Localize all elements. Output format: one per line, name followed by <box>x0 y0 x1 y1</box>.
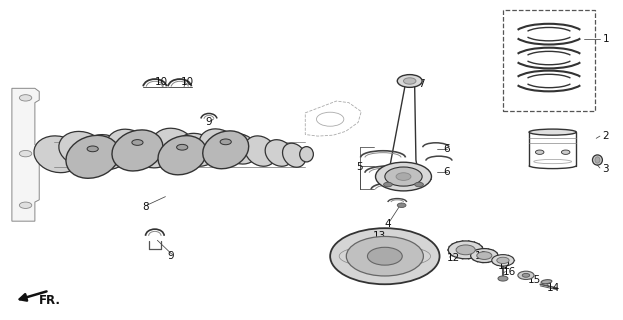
Text: 9: 9 <box>206 117 212 127</box>
Circle shape <box>368 247 402 265</box>
Circle shape <box>492 255 514 266</box>
Ellipse shape <box>245 136 277 166</box>
Circle shape <box>396 173 411 180</box>
Text: 6: 6 <box>444 145 450 155</box>
Text: 1: 1 <box>602 34 609 44</box>
Ellipse shape <box>300 147 313 162</box>
Text: 8: 8 <box>143 202 149 212</box>
Circle shape <box>404 78 416 84</box>
Text: 16: 16 <box>503 267 516 277</box>
Circle shape <box>535 150 544 154</box>
Text: 14: 14 <box>546 283 559 293</box>
Ellipse shape <box>176 144 188 150</box>
Ellipse shape <box>529 129 576 135</box>
Ellipse shape <box>592 155 602 165</box>
Ellipse shape <box>107 129 150 164</box>
Ellipse shape <box>176 133 217 166</box>
Text: 5: 5 <box>356 162 363 172</box>
Ellipse shape <box>130 133 173 168</box>
Text: 15: 15 <box>528 276 541 285</box>
Ellipse shape <box>595 157 600 163</box>
Ellipse shape <box>220 139 231 145</box>
Circle shape <box>19 95 32 101</box>
Circle shape <box>376 162 432 191</box>
Text: 10: 10 <box>181 77 194 87</box>
Text: FR.: FR. <box>39 294 61 307</box>
Circle shape <box>397 203 406 207</box>
Text: 6: 6 <box>444 167 450 177</box>
Text: 3: 3 <box>602 164 609 174</box>
Text: 2: 2 <box>602 131 609 141</box>
Ellipse shape <box>66 135 120 178</box>
Ellipse shape <box>59 132 104 166</box>
Circle shape <box>497 257 509 263</box>
Text: 7: 7 <box>419 79 425 89</box>
Ellipse shape <box>83 135 126 170</box>
Ellipse shape <box>34 136 82 173</box>
Polygon shape <box>12 88 39 221</box>
Circle shape <box>477 252 492 260</box>
Circle shape <box>518 271 534 279</box>
Text: 4: 4 <box>385 219 391 229</box>
Ellipse shape <box>132 140 143 145</box>
Circle shape <box>397 75 422 87</box>
Circle shape <box>498 276 508 281</box>
Circle shape <box>19 150 32 157</box>
Text: 10: 10 <box>155 77 168 87</box>
Ellipse shape <box>541 280 552 284</box>
Circle shape <box>449 241 483 259</box>
Ellipse shape <box>158 136 206 175</box>
Circle shape <box>384 182 392 187</box>
Circle shape <box>346 236 424 276</box>
Ellipse shape <box>222 134 258 164</box>
Ellipse shape <box>283 143 306 167</box>
Text: 12: 12 <box>447 253 460 263</box>
Circle shape <box>522 273 530 277</box>
Circle shape <box>19 202 32 208</box>
FancyBboxPatch shape <box>503 10 595 111</box>
Text: 12: 12 <box>498 261 511 271</box>
Text: 13: 13 <box>373 231 386 241</box>
Circle shape <box>470 249 498 263</box>
Circle shape <box>456 245 475 255</box>
Circle shape <box>415 182 424 187</box>
Text: 9: 9 <box>168 251 174 261</box>
Ellipse shape <box>202 131 249 169</box>
Ellipse shape <box>152 128 195 163</box>
Ellipse shape <box>112 130 163 171</box>
Ellipse shape <box>199 129 237 161</box>
Circle shape <box>385 167 422 186</box>
Ellipse shape <box>87 146 98 152</box>
Circle shape <box>561 150 570 154</box>
Ellipse shape <box>265 140 293 166</box>
Text: 11: 11 <box>474 251 488 261</box>
Circle shape <box>330 228 440 284</box>
